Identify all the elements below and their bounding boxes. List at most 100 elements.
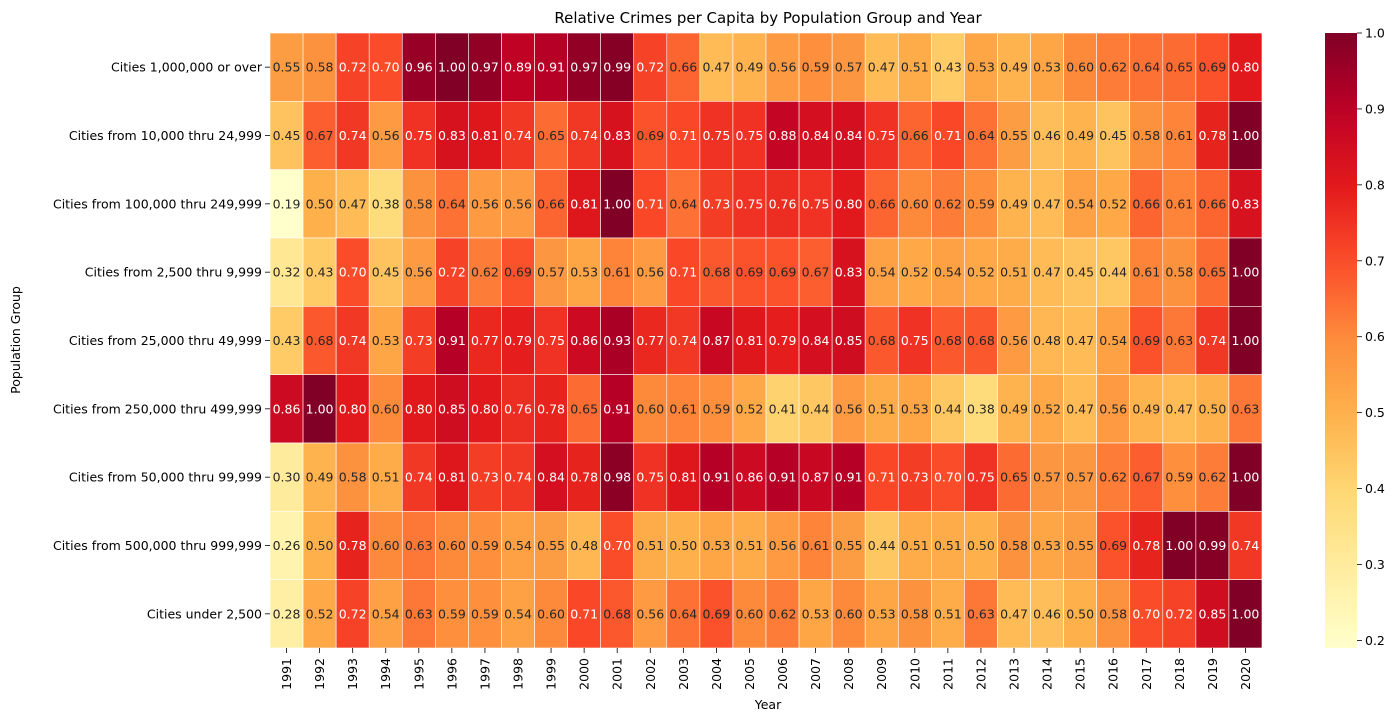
heatmap-cell (1096, 237, 1131, 307)
cell-value-label: 0.65 (537, 128, 565, 143)
heatmap-cell (1096, 511, 1131, 580)
heatmap-cell (798, 32, 833, 102)
heatmap-cell (1228, 32, 1263, 102)
heatmap-cell (567, 579, 601, 649)
heatmap-cell (864, 511, 899, 580)
cell-value-label: 0.47 (868, 60, 896, 75)
heatmap-cell (269, 237, 304, 307)
x-tick-label: 2004 (709, 658, 724, 690)
cell-value-label: 0.64 (669, 606, 697, 621)
cell-value-label: 0.54 (504, 606, 532, 621)
y-tick-label: Cities under 2,500 (147, 606, 262, 621)
cell-value-label: 0.68 (868, 333, 896, 348)
heatmap-cell (997, 32, 1031, 102)
cell-value-label: 0.91 (835, 470, 863, 485)
cell-value-label: 0.68 (702, 265, 730, 280)
heatmap-cell (1063, 32, 1097, 102)
heatmap-cell (302, 237, 337, 307)
cell-value-label: 0.60 (438, 538, 466, 553)
cell-value-label: 0.69 (1198, 60, 1226, 75)
cell-value-label: 0.61 (1165, 128, 1193, 143)
x-tick-label: 2012 (973, 658, 988, 690)
heatmap-cell (732, 511, 767, 580)
heatmap-cell (1063, 579, 1097, 649)
cell-value-label: 0.64 (669, 196, 697, 211)
cell-value-label: 0.47 (1033, 265, 1061, 280)
cell-value-label: 0.75 (636, 470, 664, 485)
cell-value-label: 0.63 (1232, 401, 1260, 416)
cell-value-label: 0.78 (1132, 538, 1160, 553)
cell-value-label: 1.00 (1165, 538, 1193, 553)
cell-value-label: 0.53 (702, 538, 730, 553)
cell-value-label: 0.76 (504, 401, 532, 416)
heatmap-cell (1228, 237, 1263, 307)
colorbar-tick-label: 0.3 (1365, 557, 1385, 572)
cell-value-label: 0.50 (306, 196, 334, 211)
cell-value-label: 0.56 (769, 538, 797, 553)
heatmap-cell (468, 442, 502, 512)
cell-value-label: 0.61 (1165, 196, 1193, 211)
heatmap-cell (468, 101, 502, 170)
cell-value-label: 0.75 (405, 128, 433, 143)
cell-value-label: 0.78 (1198, 128, 1226, 143)
heatmap-cell (435, 237, 469, 307)
cell-value-label: 1.00 (1232, 606, 1260, 621)
cell-value-label: 0.66 (1198, 196, 1226, 211)
cell-value-label: 0.69 (504, 265, 532, 280)
cell-value-label: 0.51 (736, 538, 764, 553)
x-tick-label: 1999 (544, 658, 559, 690)
cell-value-label: 0.74 (405, 470, 433, 485)
heatmap-cell (335, 32, 370, 102)
heatmap-cell (1063, 169, 1097, 239)
cell-value-label: 0.56 (1000, 333, 1028, 348)
x-tick-label: 2016 (1106, 658, 1121, 690)
cell-value-label: 0.58 (1165, 265, 1193, 280)
cell-value-label: 0.44 (868, 538, 896, 553)
heatmap-cell (368, 237, 403, 307)
heatmap-cell (765, 32, 800, 102)
cell-value-label: 0.81 (438, 470, 466, 485)
heatmap-cell (1030, 442, 1064, 512)
heatmap-cell (269, 306, 304, 375)
cell-value-label: 0.46 (1033, 128, 1061, 143)
heatmap-cell (831, 579, 866, 649)
cell-value-label: 0.81 (570, 196, 598, 211)
cell-value-label: 0.60 (835, 606, 863, 621)
cell-value-label: 0.87 (802, 470, 830, 485)
x-tick-label: 2015 (1073, 658, 1088, 690)
cell-value-label: 0.63 (405, 606, 433, 621)
cell-value-label: 0.74 (504, 128, 532, 143)
x-tick-label: 2002 (643, 658, 658, 690)
cell-value-label: 0.71 (669, 265, 697, 280)
cell-value-label: 0.50 (306, 538, 334, 553)
heatmap-cell (501, 237, 535, 307)
heatmap-cell (567, 101, 601, 170)
cell-value-label: 0.77 (636, 333, 664, 348)
heatmap-cell (1228, 442, 1263, 512)
x-tick-label: 2006 (775, 658, 790, 690)
cell-value-label: 0.52 (736, 401, 764, 416)
heatmap-cell (1129, 306, 1164, 375)
cell-value-label: 0.73 (471, 470, 499, 485)
colorbar-ticks: 0.2 0.3 0.4 0.5 0.6 0.7 0.8 0.9 1.0 (1357, 26, 1385, 648)
cell-value-label: 0.79 (769, 333, 797, 348)
cell-value-label: 0.80 (471, 401, 499, 416)
heatmap-cell (302, 374, 337, 444)
cell-value-label: 0.67 (306, 128, 334, 143)
heatmap-cell (501, 32, 535, 102)
cell-value-label: 0.91 (438, 333, 466, 348)
cell-value-label: 0.72 (339, 606, 367, 621)
heatmap-cell (368, 169, 403, 239)
cell-value-label: 0.51 (1000, 265, 1028, 280)
cell-value-label: 0.26 (273, 538, 301, 553)
heatmap-cell (765, 169, 800, 239)
cell-value-label: 0.83 (603, 128, 631, 143)
heatmap-cell (864, 306, 899, 375)
cell-value-label: 0.75 (868, 128, 896, 143)
cell-value-label: 0.78 (570, 470, 598, 485)
cell-value-label: 0.83 (438, 128, 466, 143)
cell-value-label: 0.84 (835, 128, 863, 143)
heatmap-cell (1195, 169, 1230, 239)
heatmap-cell (666, 169, 701, 239)
heatmap-cell (302, 442, 337, 512)
